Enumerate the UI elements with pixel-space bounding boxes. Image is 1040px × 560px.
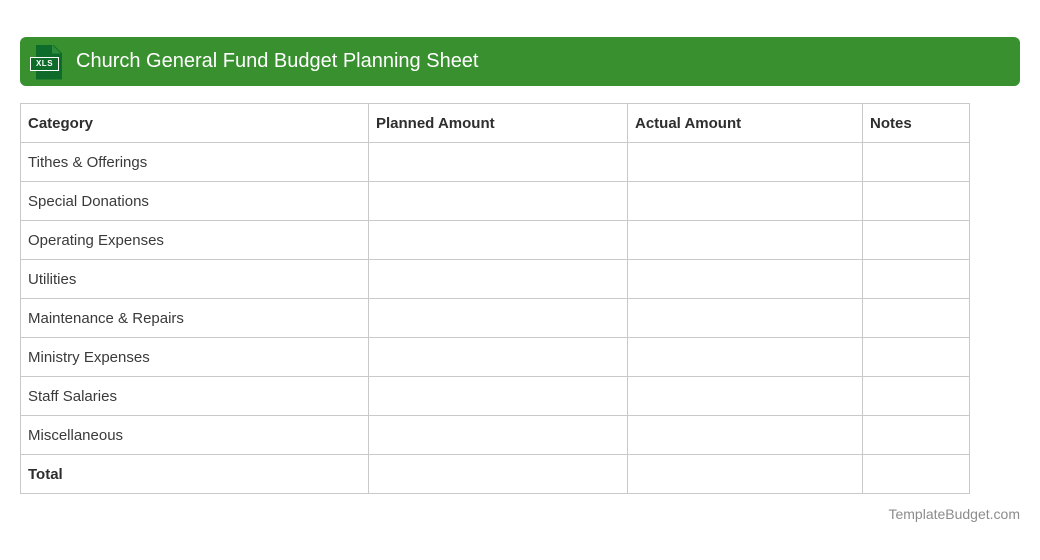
notes-cell (862, 142, 970, 182)
category-cell: Special Donations (20, 181, 369, 221)
xls-file-icon: XLS (30, 43, 64, 81)
xls-badge-label: XLS (30, 56, 59, 71)
actual-cell (627, 181, 863, 221)
notes-cell (862, 220, 970, 260)
category-cell: Miscellaneous (20, 415, 369, 455)
table-row: Ministry Expenses (20, 337, 970, 377)
notes-cell (862, 376, 970, 416)
table-row: Special Donations (20, 181, 970, 221)
table-row: Miscellaneous (20, 415, 970, 455)
table-row: Staff Salaries (20, 376, 970, 416)
xls-folded-corner (52, 44, 61, 54)
header-cell-category: Category (20, 103, 369, 143)
planned-cell (368, 337, 628, 377)
planned-cell (368, 142, 628, 182)
category-cell: Maintenance & Repairs (20, 298, 369, 338)
notes-cell (862, 181, 970, 221)
actual-cell (627, 220, 863, 260)
table-row: Utilities (20, 259, 970, 299)
table-row: Maintenance & Repairs (20, 298, 970, 338)
notes-cell (862, 259, 970, 299)
header-cell-notes: Notes (862, 103, 970, 143)
table-row-total: Total (20, 454, 970, 494)
header-cell-planned-amount: Planned Amount (368, 103, 628, 143)
title-bar: XLS Church General Fund Budget Planning … (20, 37, 1020, 86)
category-cell: Staff Salaries (20, 376, 369, 416)
category-cell: Operating Expenses (20, 220, 369, 260)
planned-cell (368, 415, 628, 455)
category-cell: Utilities (20, 259, 369, 299)
page-title: Church General Fund Budget Planning Shee… (76, 50, 479, 72)
planned-cell (368, 181, 628, 221)
notes-cell (862, 415, 970, 455)
table-row: Tithes & Offerings (20, 142, 970, 182)
actual-cell (627, 298, 863, 338)
planned-cell (368, 454, 628, 494)
actual-cell (627, 376, 863, 416)
notes-cell (862, 298, 970, 338)
table-header-row: Category Planned Amount Actual Amount No… (20, 103, 970, 143)
actual-cell (627, 415, 863, 455)
notes-cell (862, 454, 970, 494)
actual-cell (627, 454, 863, 494)
planned-cell (368, 298, 628, 338)
budget-table: Category Planned Amount Actual Amount No… (20, 103, 970, 494)
planned-cell (368, 220, 628, 260)
header-cell-actual-amount: Actual Amount (627, 103, 863, 143)
category-cell: Tithes & Offerings (20, 142, 369, 182)
actual-cell (627, 337, 863, 377)
planned-cell (368, 376, 628, 416)
table-row: Operating Expenses (20, 220, 970, 260)
watermark-text: TemplateBudget.com (888, 506, 1020, 522)
category-cell: Ministry Expenses (20, 337, 369, 377)
category-cell-total: Total (20, 454, 369, 494)
planned-cell (368, 259, 628, 299)
actual-cell (627, 142, 863, 182)
notes-cell (862, 337, 970, 377)
actual-cell (627, 259, 863, 299)
